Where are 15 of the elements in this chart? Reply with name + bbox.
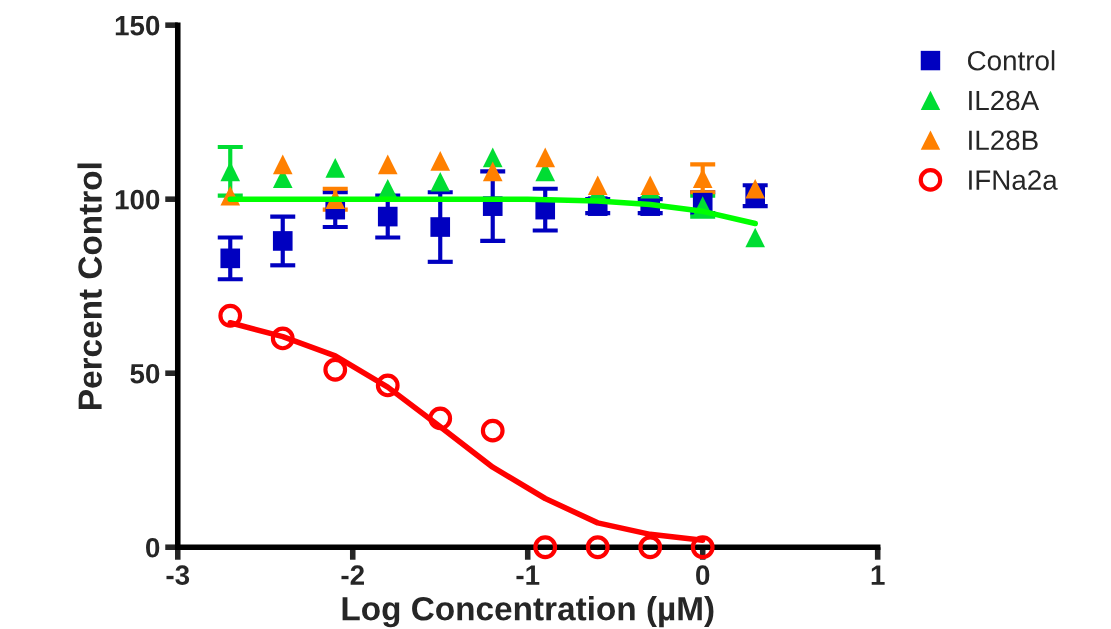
x-tick-label: 1 <box>871 565 885 585</box>
legend-label: IFNa2a <box>969 170 1058 190</box>
legend-label: IL28B <box>969 130 1038 151</box>
y-tick-label: 50 <box>130 363 160 384</box>
y-axis-title: Percent Control <box>77 163 102 409</box>
y-tick-label: 0 <box>146 537 160 558</box>
x-tick-label: 0 <box>696 565 710 585</box>
y-tick-label: 100 <box>115 189 160 210</box>
legend-label: Control <box>967 50 1055 71</box>
x-tick-label: -3 <box>166 565 190 586</box>
x-tick-label: -1 <box>516 565 540 585</box>
y-tick-label: 150 <box>115 15 160 36</box>
x-axis-title: Log Concentration (µM) <box>342 596 714 628</box>
x-tick-label: -2 <box>341 565 364 585</box>
legend-label: IL28A <box>969 90 1040 111</box>
